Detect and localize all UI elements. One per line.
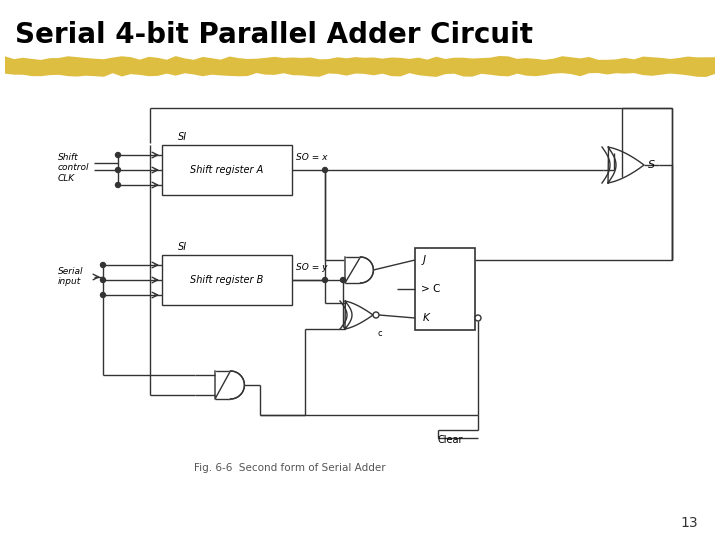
Text: 13: 13: [680, 516, 698, 530]
Circle shape: [101, 262, 106, 267]
Text: c: c: [377, 328, 382, 338]
Bar: [162, 255, 292, 305]
Circle shape: [115, 152, 120, 158]
Text: J: J: [423, 255, 426, 265]
Circle shape: [101, 278, 106, 282]
Polygon shape: [608, 147, 644, 183]
Bar: [415, 248, 475, 330]
Circle shape: [115, 167, 120, 172]
Polygon shape: [345, 257, 374, 283]
Text: SI: SI: [177, 242, 186, 252]
Polygon shape: [5, 56, 715, 77]
Polygon shape: [215, 371, 244, 399]
Text: SI: SI: [177, 132, 186, 142]
Circle shape: [323, 278, 328, 282]
Text: K: K: [423, 313, 430, 323]
Circle shape: [323, 167, 328, 172]
Bar: [162, 145, 292, 195]
Text: Serial 4-bit Parallel Adder Circuit: Serial 4-bit Parallel Adder Circuit: [15, 21, 533, 49]
Text: Shift register B: Shift register B: [190, 275, 264, 285]
Text: SO = y: SO = y: [296, 264, 328, 273]
Text: Shift
control
CLK: Shift control CLK: [58, 153, 89, 183]
Text: Fig. 6-6  Second form of Serial Adder: Fig. 6-6 Second form of Serial Adder: [194, 463, 386, 473]
Text: Serial
input: Serial input: [58, 267, 84, 286]
Circle shape: [373, 312, 379, 318]
Text: SO = x: SO = x: [296, 153, 328, 163]
Text: Shift register A: Shift register A: [190, 165, 264, 175]
Text: > C: > C: [421, 284, 441, 294]
Text: Clear: Clear: [438, 435, 464, 445]
Circle shape: [475, 315, 481, 321]
Polygon shape: [345, 301, 373, 329]
Circle shape: [115, 183, 120, 187]
Text: S: S: [648, 160, 655, 170]
Circle shape: [341, 278, 346, 282]
Circle shape: [101, 293, 106, 298]
